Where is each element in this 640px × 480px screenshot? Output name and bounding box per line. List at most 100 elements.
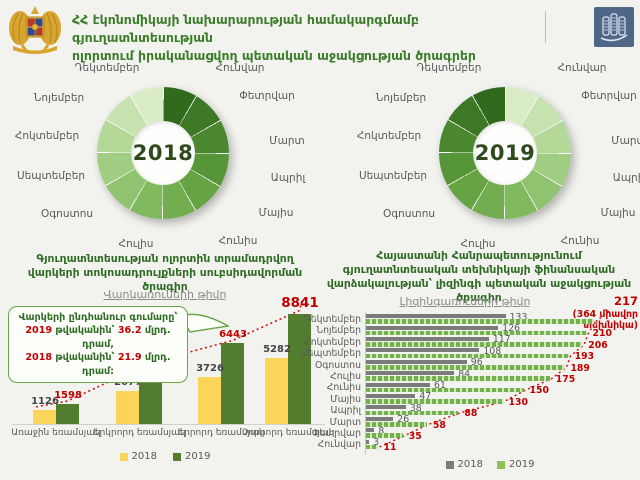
donut-month-label: Փետրվար xyxy=(581,90,637,102)
callout-mid-2: թվականին՝ xyxy=(52,352,118,364)
left-program-caption: Գյուղատնտեսության ոլորտին տրամադրվող վար… xyxy=(27,252,303,294)
donut-ring-2018: 2018 xyxy=(97,87,229,219)
legend-label-2019: 2019 xyxy=(185,451,211,462)
legend-label-2018: 2018 xyxy=(457,459,483,470)
legend: 2018 2019 xyxy=(405,459,575,470)
legend-item-2019: 2019 xyxy=(173,451,210,462)
december-annotation: 217 (364 միավոր տեխնիկա) xyxy=(573,294,639,331)
bar-value-2018: 8 xyxy=(378,425,385,437)
donut-chart-2018: 2018 Հունվար Փետրվար Մարտ Ապրիլ Մայիս Հունիս Հ… xyxy=(0,60,320,252)
bar-2018 xyxy=(366,405,406,410)
donut-month-label: Օգոստոս xyxy=(40,208,94,220)
bar-2019 xyxy=(366,410,459,416)
donut-month-label: Մարտ xyxy=(269,135,305,147)
x-axis-category: Չորրորդ եռամսյակ xyxy=(242,428,335,438)
callout-title: Վարկերի ընդհանուր գումարը՝ xyxy=(18,312,178,323)
bar-2019 xyxy=(221,343,244,424)
ministry-logo xyxy=(594,7,634,47)
bar-2018 xyxy=(366,314,506,319)
bar-2019 xyxy=(366,319,594,324)
bar-2018 xyxy=(366,371,455,376)
month-label: Դեկտեմբեր xyxy=(303,314,361,325)
legend-item-2018: 2018 xyxy=(119,451,157,462)
bar-value-2019: 35 xyxy=(408,431,422,442)
legend-swatch-2018 xyxy=(445,460,454,469)
page-title-line2: ոլորտում իրականացվող պետական աջակցության… xyxy=(72,48,476,64)
donut-month-label: Հուլիս xyxy=(118,238,154,250)
legend-swatch-2019 xyxy=(173,452,181,461)
bar-value-2018: 5282 xyxy=(263,343,291,355)
bar-2018 xyxy=(366,428,375,433)
bar-2019 xyxy=(366,365,565,370)
donut-month-label: Մարտ xyxy=(611,135,640,147)
armenia-coat-of-arms-icon xyxy=(9,6,61,54)
donut-month-label: Սեպտեմբեր xyxy=(16,170,86,182)
donut-month-label: Հունվար xyxy=(215,62,265,74)
donut-month-label: Օգոստոս xyxy=(382,208,436,220)
bar-value-2018: 3 xyxy=(373,436,380,448)
page-title: ՀՀ էկոնոմիկայի նախարարության համակարգմամ… xyxy=(72,11,532,65)
donut-month-label: Ապրիլ xyxy=(270,172,306,184)
donut-center: 2018 xyxy=(131,121,195,185)
bar-value-2019: 88 xyxy=(464,408,478,420)
bar-2019 xyxy=(56,404,79,424)
month-label: Սեպտեմբեր xyxy=(300,348,361,360)
legend-item-2019: 2019 xyxy=(497,459,534,470)
bar-2019 xyxy=(366,353,569,359)
borrowers-bar-chart: Վարկառուների թիվը 1126 1598 Առաջին եռամսյա… xyxy=(0,288,334,480)
donut-month-label: Դեկտեմբեր xyxy=(74,62,140,74)
bar-value-2018: 117 xyxy=(492,334,511,346)
x-axis-category: Առաջին եռամսյակ xyxy=(11,428,101,438)
bar-value-2018: 47 xyxy=(419,391,432,403)
header: ՀՀ էկոնոմիկայի նախարարության համակարգմամ… xyxy=(0,0,640,63)
x-axis-line xyxy=(12,424,325,425)
bar-value-2019: 150 xyxy=(529,385,549,397)
bar-2019 xyxy=(366,387,524,393)
bar-2018 xyxy=(366,337,489,341)
donut-month-label: Մայիս xyxy=(600,207,636,219)
bar-value-2018: 84 xyxy=(458,368,471,380)
bar-value-2018: 3726 xyxy=(196,363,224,375)
bar-2019 xyxy=(288,313,311,424)
donut-month-label: Հունվար xyxy=(557,62,607,74)
borrowers-chart-title: Վարկառուների թիվը xyxy=(103,288,227,301)
donut-month-label: Հոկտեմբեր xyxy=(14,130,80,142)
bar-2018 xyxy=(265,357,288,424)
page-title-line1: ՀՀ էկոնոմիկայի նախարարության համակարգմամ… xyxy=(72,12,419,46)
month-label: Հունվար xyxy=(317,439,361,451)
donut-month-label: Սեպտեմբեր xyxy=(358,170,428,182)
bar-2018 xyxy=(366,394,416,398)
legend: 2018 2019 xyxy=(60,451,270,462)
donut-month-label: Մայիս xyxy=(258,207,294,219)
bar-2019 xyxy=(366,330,587,336)
month-label: Օգոստոս xyxy=(314,359,361,371)
bar-value-2018: 61 xyxy=(434,379,446,391)
callout-year-2018: 2018 xyxy=(25,352,53,364)
bar-value-2019: 58 xyxy=(432,419,446,431)
bar-2018 xyxy=(366,359,467,364)
legend-label-2019: 2019 xyxy=(509,459,535,470)
donut-ring-2019: 2019 xyxy=(439,87,571,219)
legend-item-2018: 2018 xyxy=(445,459,483,470)
bar-value-2019: 130 xyxy=(508,396,528,408)
callout-value-2019: 36.2 xyxy=(117,325,142,337)
bar-2018 xyxy=(198,377,221,424)
bar-value-2018: 133 xyxy=(509,311,528,323)
donut-month-label: Հոկտեմբեր xyxy=(356,130,422,142)
month-label: Նոյեմբեր xyxy=(316,325,361,337)
bar-2019 xyxy=(366,444,378,450)
bar-2018 xyxy=(366,325,499,330)
bar-value-2018: 26 xyxy=(397,414,410,426)
bar-value-2018: 1126 xyxy=(31,395,59,407)
donut-month-label: Նոյեմբեր xyxy=(375,92,427,104)
lessees-bar-chart: Լիզինգառուների թիվը 217 (364 միավոր տեխն… xyxy=(295,294,640,480)
bar-2018 xyxy=(33,409,56,424)
ministry-building-icon xyxy=(600,13,628,42)
month-label: Մարտ xyxy=(329,416,361,428)
donut-month-label: Ապրիլ xyxy=(612,172,640,184)
bar-value-2019: 1598 xyxy=(54,390,82,402)
month-label: Հունիս xyxy=(326,382,361,394)
callout-mid-1: թվականին՝ xyxy=(52,325,118,337)
month-label: Հուլիս xyxy=(330,371,361,382)
